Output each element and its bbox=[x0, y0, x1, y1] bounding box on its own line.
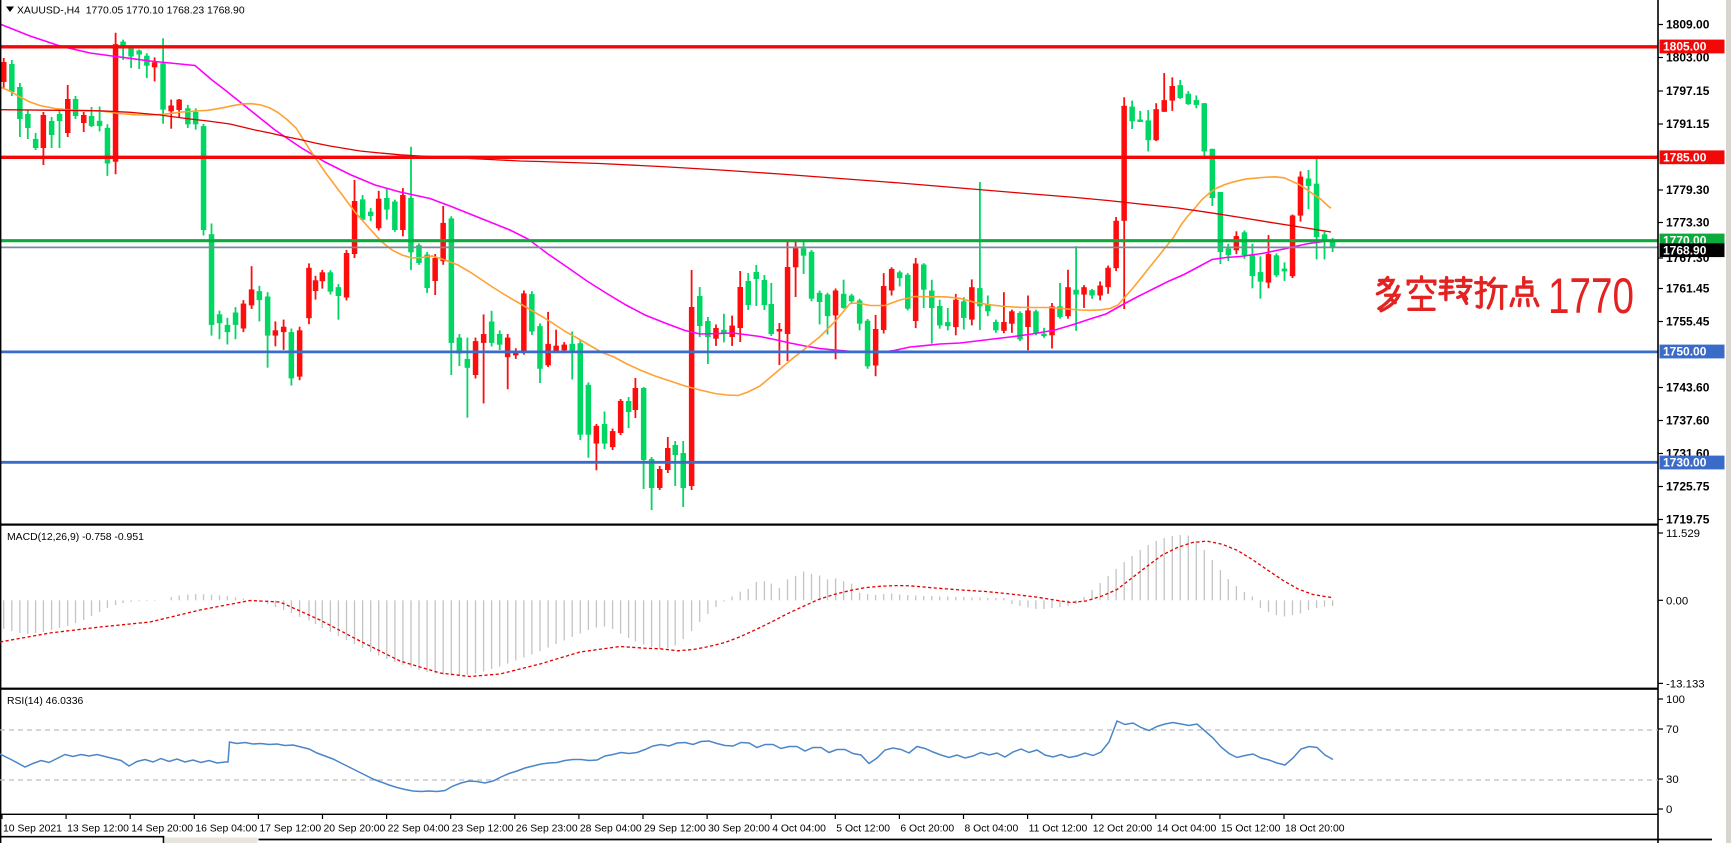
svg-text:70: 70 bbox=[1666, 724, 1679, 736]
svg-text:13 Sep 12:00: 13 Sep 12:00 bbox=[67, 824, 129, 835]
svg-text:20 Sep 20:00: 20 Sep 20:00 bbox=[324, 824, 386, 835]
svg-text:14 Sep 20:00: 14 Sep 20:00 bbox=[131, 824, 193, 835]
svg-text:XAUUSD-,H4 1770.05 1770.10 17: XAUUSD-,H4 1770.05 1770.10 1768.23 1768.… bbox=[17, 6, 245, 17]
svg-text:16 Sep 04:00: 16 Sep 04:00 bbox=[195, 824, 257, 835]
svg-text:28 Sep 04:00: 28 Sep 04:00 bbox=[580, 824, 642, 835]
svg-text:RSI(14) 46.0336: RSI(14) 46.0336 bbox=[7, 696, 83, 707]
svg-text:1791.15: 1791.15 bbox=[1666, 117, 1710, 131]
svg-text:1805.00: 1805.00 bbox=[1663, 40, 1707, 54]
svg-text:17 Sep 12:00: 17 Sep 12:00 bbox=[259, 824, 321, 835]
svg-text:100: 100 bbox=[1666, 694, 1685, 706]
svg-text:1719.75: 1719.75 bbox=[1666, 513, 1710, 527]
svg-text:12 Oct 20:00: 12 Oct 20:00 bbox=[1093, 824, 1153, 835]
svg-text:1773.30: 1773.30 bbox=[1666, 216, 1710, 230]
svg-text:1750.00: 1750.00 bbox=[1663, 345, 1707, 359]
svg-text:30: 30 bbox=[1666, 774, 1679, 786]
svg-text:30 Sep 20:00: 30 Sep 20:00 bbox=[708, 824, 770, 835]
svg-text:6 Oct 20:00: 6 Oct 20:00 bbox=[900, 824, 954, 835]
svg-text:1770: 1770 bbox=[1548, 268, 1634, 324]
svg-text:-13.133: -13.133 bbox=[1666, 679, 1705, 691]
svg-text:11.529: 11.529 bbox=[1666, 528, 1700, 540]
svg-text:0: 0 bbox=[1666, 804, 1672, 816]
svg-text:5 Oct 12:00: 5 Oct 12:00 bbox=[836, 824, 890, 835]
svg-text:23 Sep 12:00: 23 Sep 12:00 bbox=[452, 824, 514, 835]
svg-text:8 Oct 04:00: 8 Oct 04:00 bbox=[965, 824, 1019, 835]
svg-text:18 Oct 20:00: 18 Oct 20:00 bbox=[1285, 824, 1345, 835]
svg-text:4 Oct 04:00: 4 Oct 04:00 bbox=[772, 824, 826, 835]
svg-text:15 Oct 12:00: 15 Oct 12:00 bbox=[1221, 824, 1281, 835]
svg-text:1768.90: 1768.90 bbox=[1663, 243, 1707, 257]
svg-text:1803.00: 1803.00 bbox=[1666, 51, 1710, 65]
svg-text:22 Sep 04:00: 22 Sep 04:00 bbox=[388, 824, 450, 835]
svg-text:1809.00: 1809.00 bbox=[1666, 18, 1710, 32]
svg-text:1761.45: 1761.45 bbox=[1666, 282, 1710, 296]
svg-text:1730.00: 1730.00 bbox=[1663, 456, 1707, 470]
svg-text:29 Sep 12:00: 29 Sep 12:00 bbox=[644, 824, 706, 835]
svg-text:26 Sep 23:00: 26 Sep 23:00 bbox=[516, 824, 578, 835]
svg-text:0.00: 0.00 bbox=[1666, 596, 1688, 608]
svg-text:1743.60: 1743.60 bbox=[1666, 381, 1710, 395]
svg-text:MACD(12,26,9) -0.758 -0.951: MACD(12,26,9) -0.758 -0.951 bbox=[7, 532, 144, 543]
svg-text:1737.60: 1737.60 bbox=[1666, 414, 1710, 428]
svg-text:11 Oct 12:00: 11 Oct 12:00 bbox=[1029, 824, 1088, 835]
svg-text:1779.30: 1779.30 bbox=[1666, 183, 1710, 197]
svg-text:1797.15: 1797.15 bbox=[1666, 84, 1710, 98]
svg-text:14 Oct 04:00: 14 Oct 04:00 bbox=[1157, 824, 1217, 835]
svg-text:1755.45: 1755.45 bbox=[1666, 315, 1710, 329]
svg-text:10 Sep 2021: 10 Sep 2021 bbox=[3, 824, 62, 835]
svg-text:1785.00: 1785.00 bbox=[1663, 151, 1707, 165]
svg-text:1725.75: 1725.75 bbox=[1666, 480, 1710, 494]
